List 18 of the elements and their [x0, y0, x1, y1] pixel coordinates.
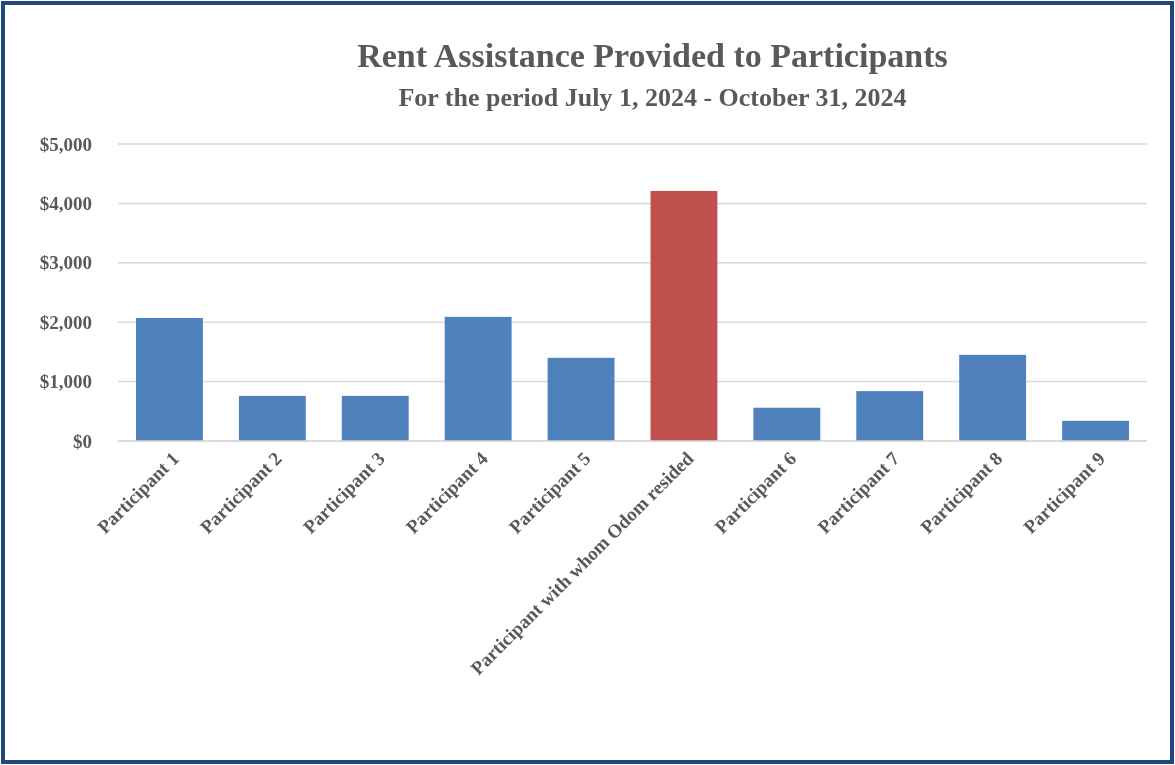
bar	[650, 190, 718, 441]
y-tick-label: $3,000	[39, 252, 92, 274]
bar	[1062, 420, 1129, 441]
y-tick-label: $1,000	[39, 371, 92, 393]
bar	[753, 407, 821, 441]
y-tick-label: $0	[73, 430, 92, 452]
bar	[547, 357, 615, 441]
y-tick-label: $4,000	[39, 193, 92, 215]
bar	[856, 391, 924, 441]
chart-subtitle: For the period July 1, 2024 - October 31, 2024	[398, 83, 907, 112]
bar	[238, 395, 306, 441]
y-tick-label: $5,000	[39, 133, 92, 155]
chart-title: Rent Assistance Provided to Participants	[357, 37, 948, 74]
bar	[341, 395, 409, 441]
bar	[959, 354, 1027, 441]
bar	[136, 318, 203, 441]
y-tick-label: $2,000	[39, 311, 92, 333]
bar	[444, 316, 512, 441]
